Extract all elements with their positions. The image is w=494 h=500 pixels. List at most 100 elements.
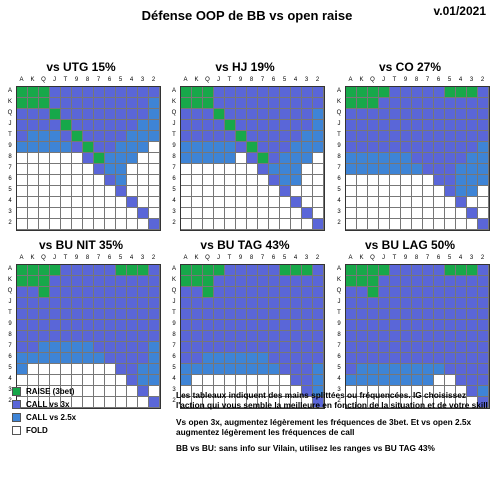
hand-cell [445,197,456,208]
hand-cell [181,265,192,276]
hand-cell [127,120,138,131]
hand-cell [116,309,127,320]
hand-cell [61,397,72,408]
hand-cell [105,98,116,109]
hand-cell [138,364,149,375]
hand-cell [17,353,28,364]
hand-cell [434,386,445,397]
hand-cell [269,320,280,331]
column-header: K [194,77,199,83]
row-header: 5 [8,187,12,193]
hand-cell [138,320,149,331]
hand-cell [357,186,368,197]
hand-cell [50,320,61,331]
hand-cell [456,164,467,175]
hand-cell [302,276,313,287]
hand-cell [412,309,423,320]
hand-cell [61,353,72,364]
column-header: J [53,77,56,83]
hand-cell [478,164,489,175]
hand-cell [258,320,269,331]
hand-cell [478,364,489,375]
row-header: T [172,310,176,316]
hand-cell [149,219,160,230]
hand-cell [149,353,160,364]
hand-cell [368,208,379,219]
hand-cell [203,265,214,276]
hand-cell [50,364,61,375]
hand-cell [379,219,390,230]
hand-cell [105,197,116,208]
hand-cell [478,142,489,153]
hand-cell [456,175,467,186]
hand-cell [72,120,83,131]
hand-cell [138,309,149,320]
hand-cell [214,131,225,142]
hand-cell [357,397,368,408]
hand-cell [313,208,324,219]
hand-cell [445,265,456,276]
hand-cell [72,131,83,142]
hand-cell [445,208,456,219]
hand-cell [357,120,368,131]
hand-cell [478,153,489,164]
row-header: 9 [337,321,341,327]
note-text: BB vs BU: sans info sur Vilain, utilisez… [176,443,435,454]
hand-cell [225,364,236,375]
hand-cell [72,175,83,186]
hand-cell [368,98,379,109]
hand-cell [313,320,324,331]
range-chart: vs UTG 15% A K Q J T 9 8 7 6 5 4 3 2 A K Q J T 9 8 7 6 5 4 3 2 [6,60,161,231]
hand-cell [269,386,280,397]
note-text: Les tableaux indiquent des mains splitté… [176,390,488,411]
hand-cell [258,219,269,230]
hand-cell [401,98,412,109]
hand-cell [280,120,291,131]
hand-cell [28,197,39,208]
hand-cell [94,109,105,120]
hand-cell [313,109,324,120]
hand-cell [313,153,324,164]
hand-cell [72,309,83,320]
hand-cell [456,276,467,287]
hand-cell [94,186,105,197]
row-header: J [337,121,341,127]
hand-cell [390,298,401,309]
hand-cell [412,175,423,186]
column-header: J [53,255,56,261]
hand-cell [291,342,302,353]
hand-cell [94,386,105,397]
hand-cell [401,164,412,175]
hand-cell [291,287,302,298]
hand-cell [127,309,138,320]
range-grid [16,86,161,231]
hand-cell [247,153,258,164]
hand-cell [72,276,83,287]
hand-cell [280,331,291,342]
hand-cell [280,175,291,186]
hand-cell [291,298,302,309]
hand-cell [478,87,489,98]
hand-cell [28,175,39,186]
hand-cell [313,197,324,208]
chart-title: vs BU NIT 35% [38,238,124,252]
hand-cell [269,298,280,309]
column-header: K [359,255,364,261]
hand-cell [401,109,412,120]
hand-cell [357,375,368,386]
hand-cell [39,131,50,142]
hand-cell [280,287,291,298]
row-header: K [171,277,176,283]
hand-cell [72,186,83,197]
hand-cell [368,353,379,364]
hand-cell [28,309,39,320]
hand-cell [280,219,291,230]
hand-cell [149,298,160,309]
hand-cell [116,265,127,276]
hand-cell [269,309,280,320]
hand-cell [39,276,50,287]
hand-cell [368,175,379,186]
hand-cell [192,364,203,375]
hand-cell [127,265,138,276]
column-header: 4 [129,77,134,83]
